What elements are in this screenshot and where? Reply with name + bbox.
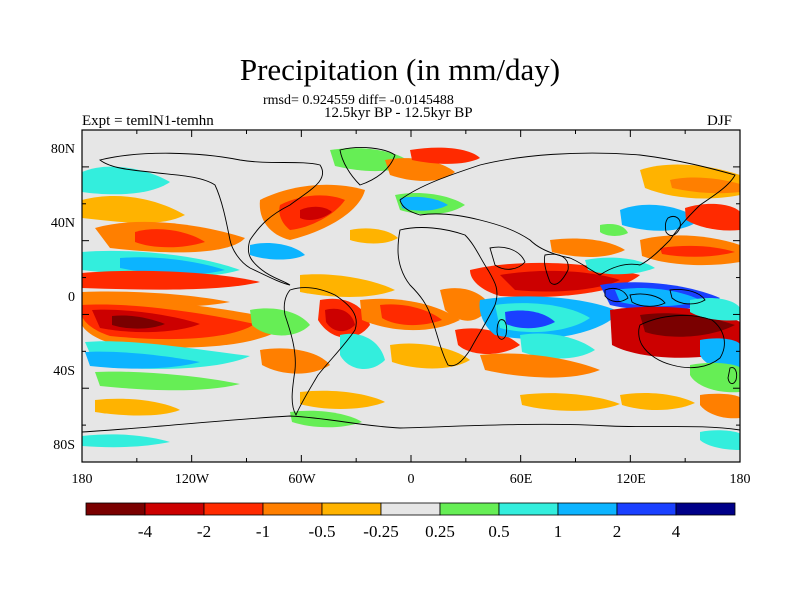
colorbar-label: -2 [197,522,211,541]
lat-label: 80S [53,438,75,453]
lon-label: 180 [730,472,751,487]
field-patch [82,195,185,223]
field-patch [600,223,628,236]
field-patch [135,229,205,248]
lat-axis: 80N 40N 0 40S 80S [51,142,75,453]
field-patch [385,158,455,181]
field-patch [350,228,398,244]
colorbar-swatch [675,502,736,516]
field-patch [112,315,165,329]
field-patch [82,270,260,290]
colorbar-swatch [616,502,677,516]
lon-label: 120E [616,472,646,487]
colorbar-swatch [557,502,618,516]
field-patch [400,196,448,211]
field-patch [300,274,395,297]
field-patch [440,288,490,321]
field-patch [250,308,310,336]
colorbar-label: 0.25 [425,522,455,541]
map-title: Precipitation (in mm/day) [239,52,561,87]
lon-label: 0 [408,472,415,487]
field-patch [82,166,170,195]
lon-axis: 180 120W 60W 0 60E 120E 180 [72,472,751,487]
colorbar-swatch [380,502,441,516]
field-patch [505,310,555,329]
lon-label: 120W [175,472,210,487]
period-label: 12.5kyr BP - 12.5kyr BP [324,105,473,121]
field-patch [82,434,170,448]
field-patch [340,333,385,370]
stats-label: rmsd= 0.924559 diff= -0.0145488 [263,93,454,108]
field-patch [85,351,200,369]
colorbar-swatch [498,502,559,516]
colorbar-label: -4 [138,522,153,541]
lat-label: 40N [51,216,75,231]
field-patch [660,245,735,257]
field-patch [700,430,740,450]
coastlines [82,147,740,433]
field-patch [480,353,600,378]
field-patch [300,206,332,220]
field-patch [380,304,442,326]
lon-label: 180 [72,472,93,487]
colorbar-swatch [262,502,323,516]
colorbar-swatch [439,502,500,516]
field-patch [520,333,595,359]
field-patch [690,297,740,321]
field-patch [520,393,620,411]
field-patch [300,390,385,409]
field-patch [325,308,355,332]
colorbar-labels: -4 -2 -1 -0.5 -0.25 0.25 0.5 1 2 4 [138,522,681,541]
field-patch [410,147,480,164]
lat-label: 0 [68,290,75,305]
colorbar-label: 2 [613,522,622,541]
precip-field [82,130,740,462]
axis-ticks [81,129,741,463]
lat-label: 40S [53,364,75,379]
colorbar [85,502,736,516]
field-patch [620,392,695,411]
field-patch [700,393,740,419]
lat-label: 80N [51,142,75,157]
field-patch [95,398,180,416]
colorbar-swatch [85,502,146,516]
colorbar-label: 1 [554,522,563,541]
lon-label: 60W [288,472,316,487]
field-patch [550,238,625,257]
colorbar-label: -0.5 [309,522,336,541]
colorbar-swatch [321,502,382,516]
colorbar-label: -1 [256,522,270,541]
field-patch [120,257,225,275]
field-patch [95,371,240,391]
field-patch [640,313,735,337]
experiment-label: Expt = temlN1-temhn [82,113,214,129]
colorbar-label: -0.25 [363,522,398,541]
field-patch [390,343,470,369]
lon-label: 60E [510,472,533,487]
colorbar-swatch [203,502,264,516]
season-label: DJF [707,113,733,129]
field-patch [685,203,740,231]
field-patch [690,362,740,393]
field-patch [700,338,740,371]
field-patch [250,243,305,260]
colorbar-swatch [144,502,205,516]
colorbar-label: 4 [672,522,681,541]
colorbar-label: 0.5 [488,522,509,541]
